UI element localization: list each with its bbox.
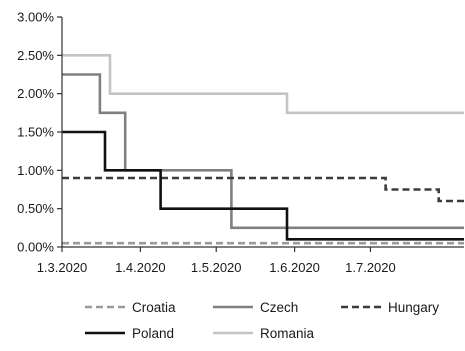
y-tick-label: 0.50% — [17, 201, 54, 216]
x-tick-label: 1.6.2020 — [269, 260, 320, 275]
x-tick-label: 1.7.2020 — [345, 260, 396, 275]
x-tick-label: 1.3.2020 — [37, 260, 88, 275]
y-tick-label: 1.00% — [17, 163, 54, 178]
legend: Croatia Czech Hungary Poland Romania — [85, 300, 439, 341]
y-tick-label: 2.50% — [17, 48, 54, 63]
series-line-czech — [62, 73, 464, 230]
y-tick-label: 3.00% — [17, 10, 54, 25]
series-line-hungary — [62, 176, 464, 203]
legend-label-romania: Romania — [260, 326, 315, 341]
y-tick-label: 2.00% — [17, 86, 54, 101]
legend-label-croatia: Croatia — [132, 300, 176, 315]
legend-label-hungary: Hungary — [388, 300, 439, 315]
y-tick-label: 0.00% — [17, 240, 54, 255]
plot-area: 0.00% 0.50% 1.00% 1.50% 2.00% 2.50% 3.00% 1.3.2… — [17, 10, 464, 275]
legend-label-poland: Poland — [132, 326, 174, 341]
y-tick-label: 1.50% — [17, 125, 54, 140]
legend-label-czech: Czech — [260, 300, 298, 315]
series-line-romania — [62, 54, 464, 115]
x-tick-label: 1.4.2020 — [115, 260, 166, 275]
series-line-poland — [62, 130, 464, 241]
x-tick-label: 1.5.2020 — [191, 260, 242, 275]
